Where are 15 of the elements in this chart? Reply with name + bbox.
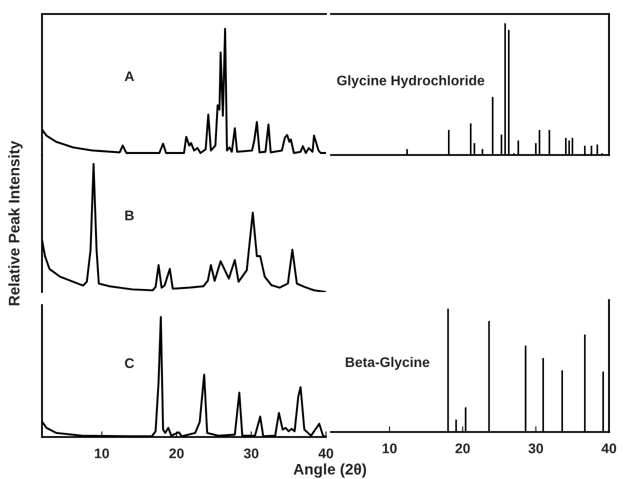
x-tick-label: 20 — [455, 443, 470, 454]
annotation: A — [124, 71, 134, 82]
x-tick-label: 30 — [244, 448, 258, 458]
x-tick-label: 20 — [169, 448, 184, 458]
annotation: Beta-Glycine — [346, 356, 430, 370]
x-tick-label: 10 — [94, 448, 109, 458]
x-tick-label: 30 — [528, 443, 543, 454]
x-tick-label: 40 — [601, 443, 616, 454]
y-axis-title: Relative Peak Intensity — [8, 140, 23, 306]
annotation: Glycine Hydrochloride — [337, 75, 484, 88]
x-tick-label: 40 — [318, 448, 334, 458]
annotation: B — [125, 210, 134, 220]
x-axis-title: Angle (2θ) — [294, 463, 366, 478]
annotation: C — [124, 358, 134, 368]
x-tick-label: 10 — [382, 443, 397, 454]
